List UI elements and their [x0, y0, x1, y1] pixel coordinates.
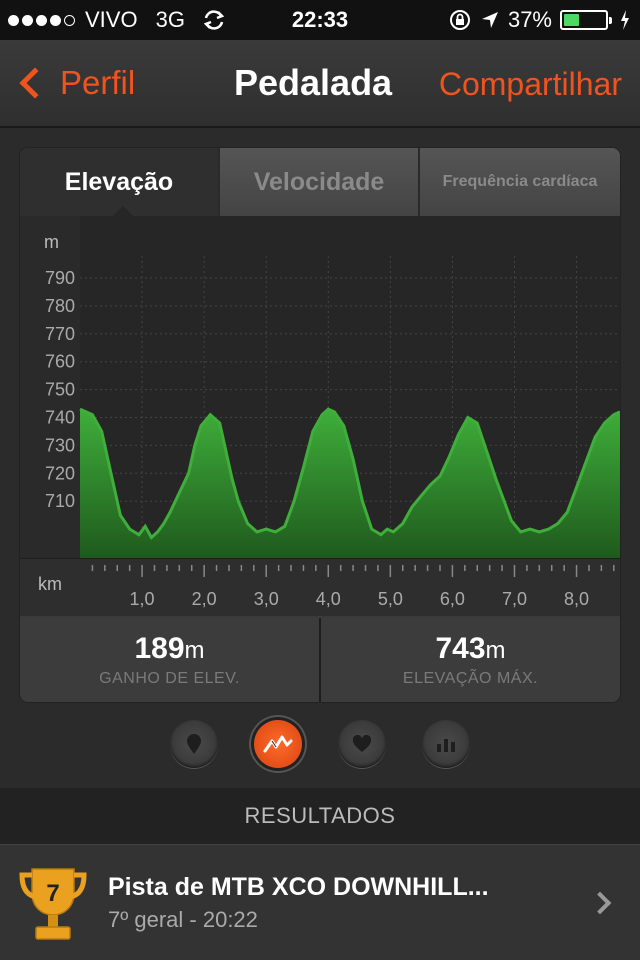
- heart-rate-view-button[interactable]: [338, 720, 386, 768]
- orientation-lock-icon: [449, 10, 470, 30]
- share-button[interactable]: Compartilhar: [438, 66, 622, 102]
- status-right: 37%: [448, 7, 630, 33]
- y-tick-label: 720: [45, 463, 75, 483]
- back-button-label: Perfil: [60, 64, 136, 101]
- y-tick-label: 790: [45, 268, 75, 288]
- chart-page-controls: [0, 720, 640, 770]
- tab-elevacao[interactable]: Elevação: [20, 148, 220, 216]
- page-title: Pedalada: [234, 62, 393, 103]
- elevation-line: [79, 407, 620, 540]
- x-axis-unit: km: [38, 574, 62, 594]
- battery-icon: [560, 10, 612, 30]
- map-view-button[interactable]: [170, 720, 218, 768]
- stats-view-button[interactable]: [422, 720, 470, 768]
- status-bar: VIVO 3G 22:33 37%: [0, 0, 640, 40]
- x-tick-label: 6,0: [440, 589, 465, 609]
- stats-row: 189m GANHO DE ELEV. 743m ELEVAÇÃO MÁX.: [20, 618, 620, 702]
- y-tick-label: 760: [45, 352, 75, 372]
- stat-label: GANHO DE ELEV.: [99, 670, 240, 687]
- x-axis-svg: 1,0 2,0 3,0 4,0 5,0 6,0 7,0 8,0: [91, 565, 615, 609]
- x-tick-label: 1,0: [130, 589, 155, 609]
- chevron-right-icon: [588, 891, 612, 915]
- back-button[interactable]: Perfil: [14, 64, 135, 102]
- stat-unit: m: [485, 637, 506, 664]
- stat-value: 743m: [435, 632, 505, 666]
- elevation-chart: m 790 780 770 760 750 740 730 720 710: [20, 216, 620, 558]
- result-item[interactable]: 7 Pista de MTB XCO DOWNHILL... 7º geral …: [0, 844, 640, 960]
- y-tick-label: 740: [45, 408, 75, 428]
- stat-value: 189m: [134, 632, 204, 666]
- elevation-chart-svg: 790 780 770 760 750 740 730 720 710: [45, 256, 620, 558]
- stat-unit: m: [184, 637, 205, 664]
- stat-number: 743: [435, 632, 486, 665]
- status-left: VIVO 3G: [8, 7, 227, 33]
- battery-percent: 37%: [507, 7, 552, 32]
- map-pin-icon: [187, 734, 201, 754]
- stat-elevation-gain: 189m GANHO DE ELEV.: [20, 618, 319, 702]
- y-tick-label: 750: [45, 380, 75, 400]
- x-tick-label: 2,0: [192, 589, 217, 609]
- tab-label: Velocidade: [253, 167, 385, 196]
- heart-icon: [352, 735, 372, 752]
- chart-tabs: Elevação Velocidade Frequência cardíaca: [20, 148, 620, 216]
- result-title: Pista de MTB XCO DOWNHILL...: [108, 873, 489, 901]
- x-tick-label: 5,0: [378, 589, 403, 609]
- x-tick-label: 4,0: [316, 589, 341, 609]
- stat-number: 189: [134, 632, 185, 665]
- stat-max-elevation: 743m ELEVAÇÃO MÁX.: [319, 618, 620, 702]
- y-tick-label: 770: [45, 324, 75, 344]
- y-tick-label: 780: [45, 296, 75, 316]
- result-subtitle: 7º geral - 20:22: [108, 907, 258, 932]
- status-time: 22:33: [291, 7, 349, 32]
- tab-velocidade[interactable]: Velocidade: [220, 148, 420, 216]
- location-arrow-icon: [481, 12, 498, 28]
- x-tick-label: 7,0: [502, 589, 527, 609]
- chevron-left-icon: [19, 67, 51, 99]
- signal-dots-icon: [8, 14, 75, 26]
- sync-icon: [203, 10, 225, 30]
- charging-bolt-icon: [621, 10, 629, 30]
- tab-frequencia-cardiaca[interactable]: Frequência cardíaca: [420, 148, 620, 216]
- x-tick-label: 3,0: [254, 589, 279, 609]
- y-axis-unit: m: [44, 232, 59, 252]
- trophy-rank: 7: [46, 880, 59, 907]
- navigation-bar: Perfil Pedalada Compartilhar: [0, 40, 640, 128]
- x-tick-label: 8,0: [564, 589, 589, 609]
- elevation-view-button[interactable]: [254, 720, 302, 768]
- y-tick-label: 730: [45, 435, 75, 455]
- stat-label: ELEVAÇÃO MÁX.: [402, 670, 539, 687]
- x-axis: km 1,0 2,0 3,0 4,0 5,0 6,0 7,0 8,0: [20, 558, 620, 616]
- network-label: 3G: [155, 7, 185, 32]
- trophy-icon: 7: [19, 868, 87, 940]
- active-tab-indicator: [113, 206, 133, 216]
- bar-chart-icon: [437, 739, 455, 752]
- carrier-label: VIVO: [85, 7, 138, 32]
- tab-label: Frequência cardíaca: [442, 173, 598, 190]
- elevation-area: [80, 409, 620, 558]
- elevation-card: Elevação Velocidade Frequência cardíaca …: [20, 148, 620, 702]
- results-header: RESULTADOS: [0, 788, 640, 844]
- y-tick-label: 710: [45, 491, 75, 511]
- activity-graph-icon: [263, 735, 293, 753]
- tab-label: Elevação: [64, 167, 174, 196]
